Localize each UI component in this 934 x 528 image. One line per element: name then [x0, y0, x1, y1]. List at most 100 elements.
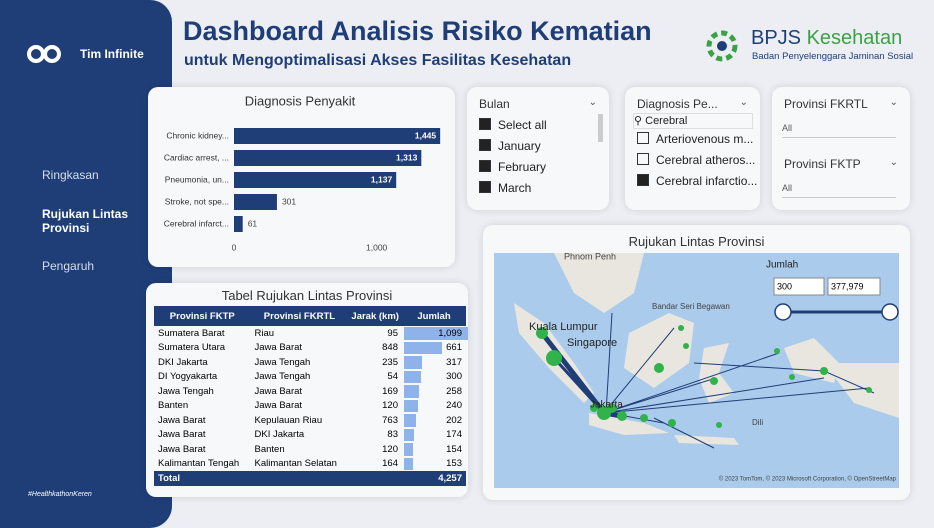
cell: Kalimantan Tengah	[158, 458, 240, 470]
cell: 169	[382, 385, 398, 397]
cell: Jawa Tengah	[254, 356, 311, 368]
cell: 661	[402, 341, 466, 356]
cell-text: 153	[446, 458, 462, 470]
slicer-item[interactable]: February	[479, 160, 546, 174]
table-row: Jawa Barat DKI Jakarta 83 174	[154, 428, 466, 443]
slicer-title: Provinsi FKRTL	[784, 97, 868, 111]
slicer-item[interactable]: January	[479, 139, 541, 153]
footer-tag: #HealthkathonKeren	[28, 491, 92, 498]
cell: 95	[387, 327, 398, 339]
map-label: Singapore	[567, 337, 617, 349]
slicer-bulan[interactable]: Bulan ⌄ Select all January February March	[467, 87, 609, 210]
slicer-item[interactable]: Arteriovenous m...	[637, 132, 753, 146]
y-tick-label: Cerebral infarct...	[164, 218, 229, 228]
cell-text: 661	[446, 342, 462, 354]
data-bar	[404, 428, 415, 441]
cell: 120	[382, 443, 398, 455]
page-title: Dashboard Analisis Risiko Kematian	[183, 16, 652, 46]
bpjs-icon	[706, 30, 738, 62]
checkbox	[479, 181, 491, 193]
data-label: 301	[282, 196, 296, 206]
cell: 235	[382, 356, 398, 368]
cell-text: 202	[446, 414, 462, 426]
slicer-label: Select all	[498, 118, 547, 132]
x-tick-label: 1,000	[366, 242, 388, 252]
cell: 258	[402, 384, 466, 399]
checkbox	[637, 153, 649, 165]
range-min[interactable]: 300	[777, 281, 792, 291]
slicer-provinsi: Provinsi FKRTL ⌄ All Provinsi FKTP ⌄ All	[772, 87, 910, 210]
cell: 317	[402, 355, 466, 370]
table-row: Jawa Barat Kepulauan Riau 763 202	[154, 413, 466, 428]
bar	[234, 150, 422, 166]
table-row: Jawa Tengah Jawa Barat 169 258	[154, 384, 466, 399]
total-row: Total 4,257	[154, 471, 466, 486]
dropdown[interactable]: All	[782, 119, 896, 138]
y-tick-label: Cardiac arrest, ...	[164, 152, 229, 162]
x-tick-label: 0	[232, 242, 237, 252]
map-label: Kuala Lumpur	[529, 321, 598, 333]
slicer-item[interactable]: Cerebral atheros...	[637, 153, 755, 167]
data-bar	[404, 443, 413, 456]
nav-item-active[interactable]: Rujukan Lintas Provinsi	[42, 207, 129, 235]
header-row: Provinsi FKTP Provinsi FKRTL Jarak (km) Jum…	[154, 306, 466, 326]
logo-accent: Kesehatan	[806, 27, 903, 49]
cell: DKI Jakarta	[158, 356, 208, 368]
checkbox	[479, 139, 491, 151]
data-bar	[404, 370, 422, 383]
nav-item[interactable]: Ringkasan	[42, 168, 99, 182]
page-subtitle: untuk Mengoptimalisasi Akses Fasilitas K…	[184, 52, 572, 69]
slicer-title: Diagnosis Pe...	[637, 97, 718, 111]
dropdown[interactable]: All	[782, 179, 896, 198]
search-box[interactable]: ⚲ Cerebral	[633, 113, 753, 129]
table-row: Jawa Barat Banten 120 154	[154, 442, 466, 457]
cell: Banten	[254, 443, 285, 455]
data-bar	[404, 399, 418, 412]
search-text: Cerebral	[645, 115, 688, 127]
slicer-title: Bulan	[479, 97, 510, 111]
cell-text: 174	[446, 429, 462, 441]
cell: Jawa Tengah	[158, 385, 214, 397]
cell: 1,099	[402, 326, 468, 341]
cell: 300	[402, 370, 466, 385]
bar	[234, 216, 243, 232]
cell: 120	[382, 400, 398, 412]
cell: 202	[402, 413, 466, 428]
cell-text: 317	[446, 356, 462, 368]
y-tick-label: Pneumonia, un...	[165, 174, 229, 184]
cell: Total	[158, 472, 180, 484]
cell: 153	[402, 457, 466, 472]
table-row: Sumatera Barat Riau 95 1,099	[154, 326, 468, 341]
map-label: Dili	[752, 418, 763, 427]
slicer-label: March	[498, 181, 532, 195]
slicer-item[interactable]: March	[479, 181, 531, 195]
cell: Jawa Barat	[158, 443, 206, 455]
cell: 154	[402, 442, 466, 457]
nav-item[interactable]: Pengaruh	[42, 259, 95, 273]
table-row: Kalimantan Tengah Kalimantan Selatan 164 15…	[154, 457, 466, 472]
cell: 763	[382, 414, 398, 426]
range-max[interactable]: 377,979	[831, 281, 864, 291]
cell: Jawa Barat	[254, 342, 303, 354]
map-label: Phnom Penh	[564, 253, 616, 261]
logo-text: BPJS Kesehatan	[751, 27, 902, 50]
checkbox	[479, 160, 491, 172]
cell: 240	[402, 399, 466, 414]
cell-text: 300	[446, 371, 462, 383]
cell: 83	[387, 429, 398, 441]
cell: Jawa Barat	[158, 414, 206, 426]
slicer-label: January	[498, 139, 541, 153]
cell: Jawa Barat	[158, 429, 206, 441]
table-row: DI Yogyakarta Jawa Tengah 54 300	[154, 370, 466, 385]
brand-name: Tim Infinite	[80, 47, 144, 61]
cell: Kepulauan Riau	[254, 414, 323, 426]
cell: 174	[402, 428, 466, 443]
slicer-label: Cerebral atheros...	[656, 153, 756, 167]
checkbox	[637, 132, 649, 144]
data-bar	[404, 327, 468, 340]
map-label: Bandar Seri Begawan	[652, 302, 730, 311]
slicer-diagnosis[interactable]: Diagnosis Pe... ⌄ ⚲ Cerebral Arteriovenou…	[625, 87, 760, 210]
slicer-item[interactable]: Cerebral infarctio...	[637, 174, 757, 188]
slicer-item[interactable]: Select all	[479, 118, 547, 132]
cell-text: 240	[446, 400, 462, 412]
